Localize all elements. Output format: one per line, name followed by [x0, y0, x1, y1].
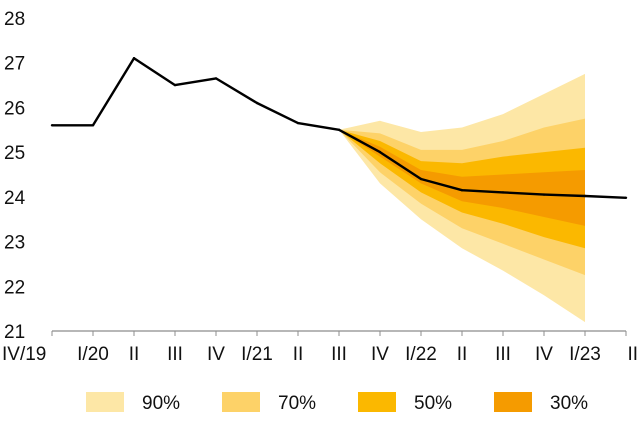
- line-point: [296, 121, 300, 125]
- x-tick-label: III: [167, 344, 183, 365]
- line-point: [501, 191, 505, 194]
- line-point: [255, 101, 259, 105]
- legend-label: 50%: [414, 393, 452, 414]
- line-point: [132, 57, 136, 60]
- legend-label: 90%: [142, 393, 180, 414]
- y-tick-label: 25: [4, 143, 25, 164]
- y-tick-label: 21: [4, 322, 25, 343]
- y-tick-labels: 21 22 23 24 25 26 27 28: [4, 9, 26, 343]
- central-line-layer: [50, 57, 628, 199]
- line-point: [337, 128, 341, 131]
- line-point: [173, 83, 177, 87]
- x-tick-label: I/23: [569, 344, 601, 365]
- line-point: [460, 189, 464, 192]
- x-tick-label: IV/19: [2, 344, 46, 365]
- y-tick-label: 23: [4, 233, 25, 254]
- legend-swatch: [86, 392, 124, 412]
- x-tick-label: III: [495, 344, 511, 365]
- x-tick-label: IV: [371, 344, 389, 365]
- y-tick-label: 22: [4, 277, 25, 298]
- y-tick-label: 28: [4, 9, 25, 30]
- legend-swatch: [222, 392, 260, 412]
- x-tick-label: I/21: [241, 344, 273, 365]
- x-tick-label: IV: [207, 344, 225, 365]
- line-point: [583, 194, 587, 198]
- y-tick-label: 27: [4, 54, 25, 75]
- legend-label: 70%: [278, 393, 316, 414]
- x-tick-label: II: [457, 344, 468, 365]
- band-30pct: [339, 129, 585, 226]
- x-tick-label: I/22: [405, 344, 437, 365]
- x-tick-label: II: [293, 344, 304, 365]
- x-tick-label: III: [331, 344, 347, 365]
- line-point: [91, 124, 95, 127]
- line-point: [378, 150, 382, 154]
- line-point: [542, 193, 546, 196]
- x-tick-label: IV: [535, 344, 553, 365]
- legend-label: 30%: [550, 393, 588, 414]
- y-tick-label: 24: [4, 188, 26, 209]
- legend-swatch: [494, 392, 532, 412]
- line-point: [419, 177, 423, 181]
- line-point: [624, 196, 628, 199]
- legend: 90% 70% 50% 30%: [86, 392, 588, 414]
- x-tick-label: II: [627, 344, 638, 365]
- x-tick-label: I/20: [77, 344, 109, 365]
- y-tick-label: 26: [4, 98, 25, 119]
- x-tick-label: II: [129, 344, 140, 365]
- line-point: [214, 77, 218, 80]
- x-tick-labels: IV/19 I/20 II III IV I/21 II III IV I/22 II III IV I/…: [2, 331, 638, 365]
- line-point: [50, 124, 54, 127]
- legend-swatch: [358, 392, 396, 412]
- confidence-bands: [339, 73, 585, 323]
